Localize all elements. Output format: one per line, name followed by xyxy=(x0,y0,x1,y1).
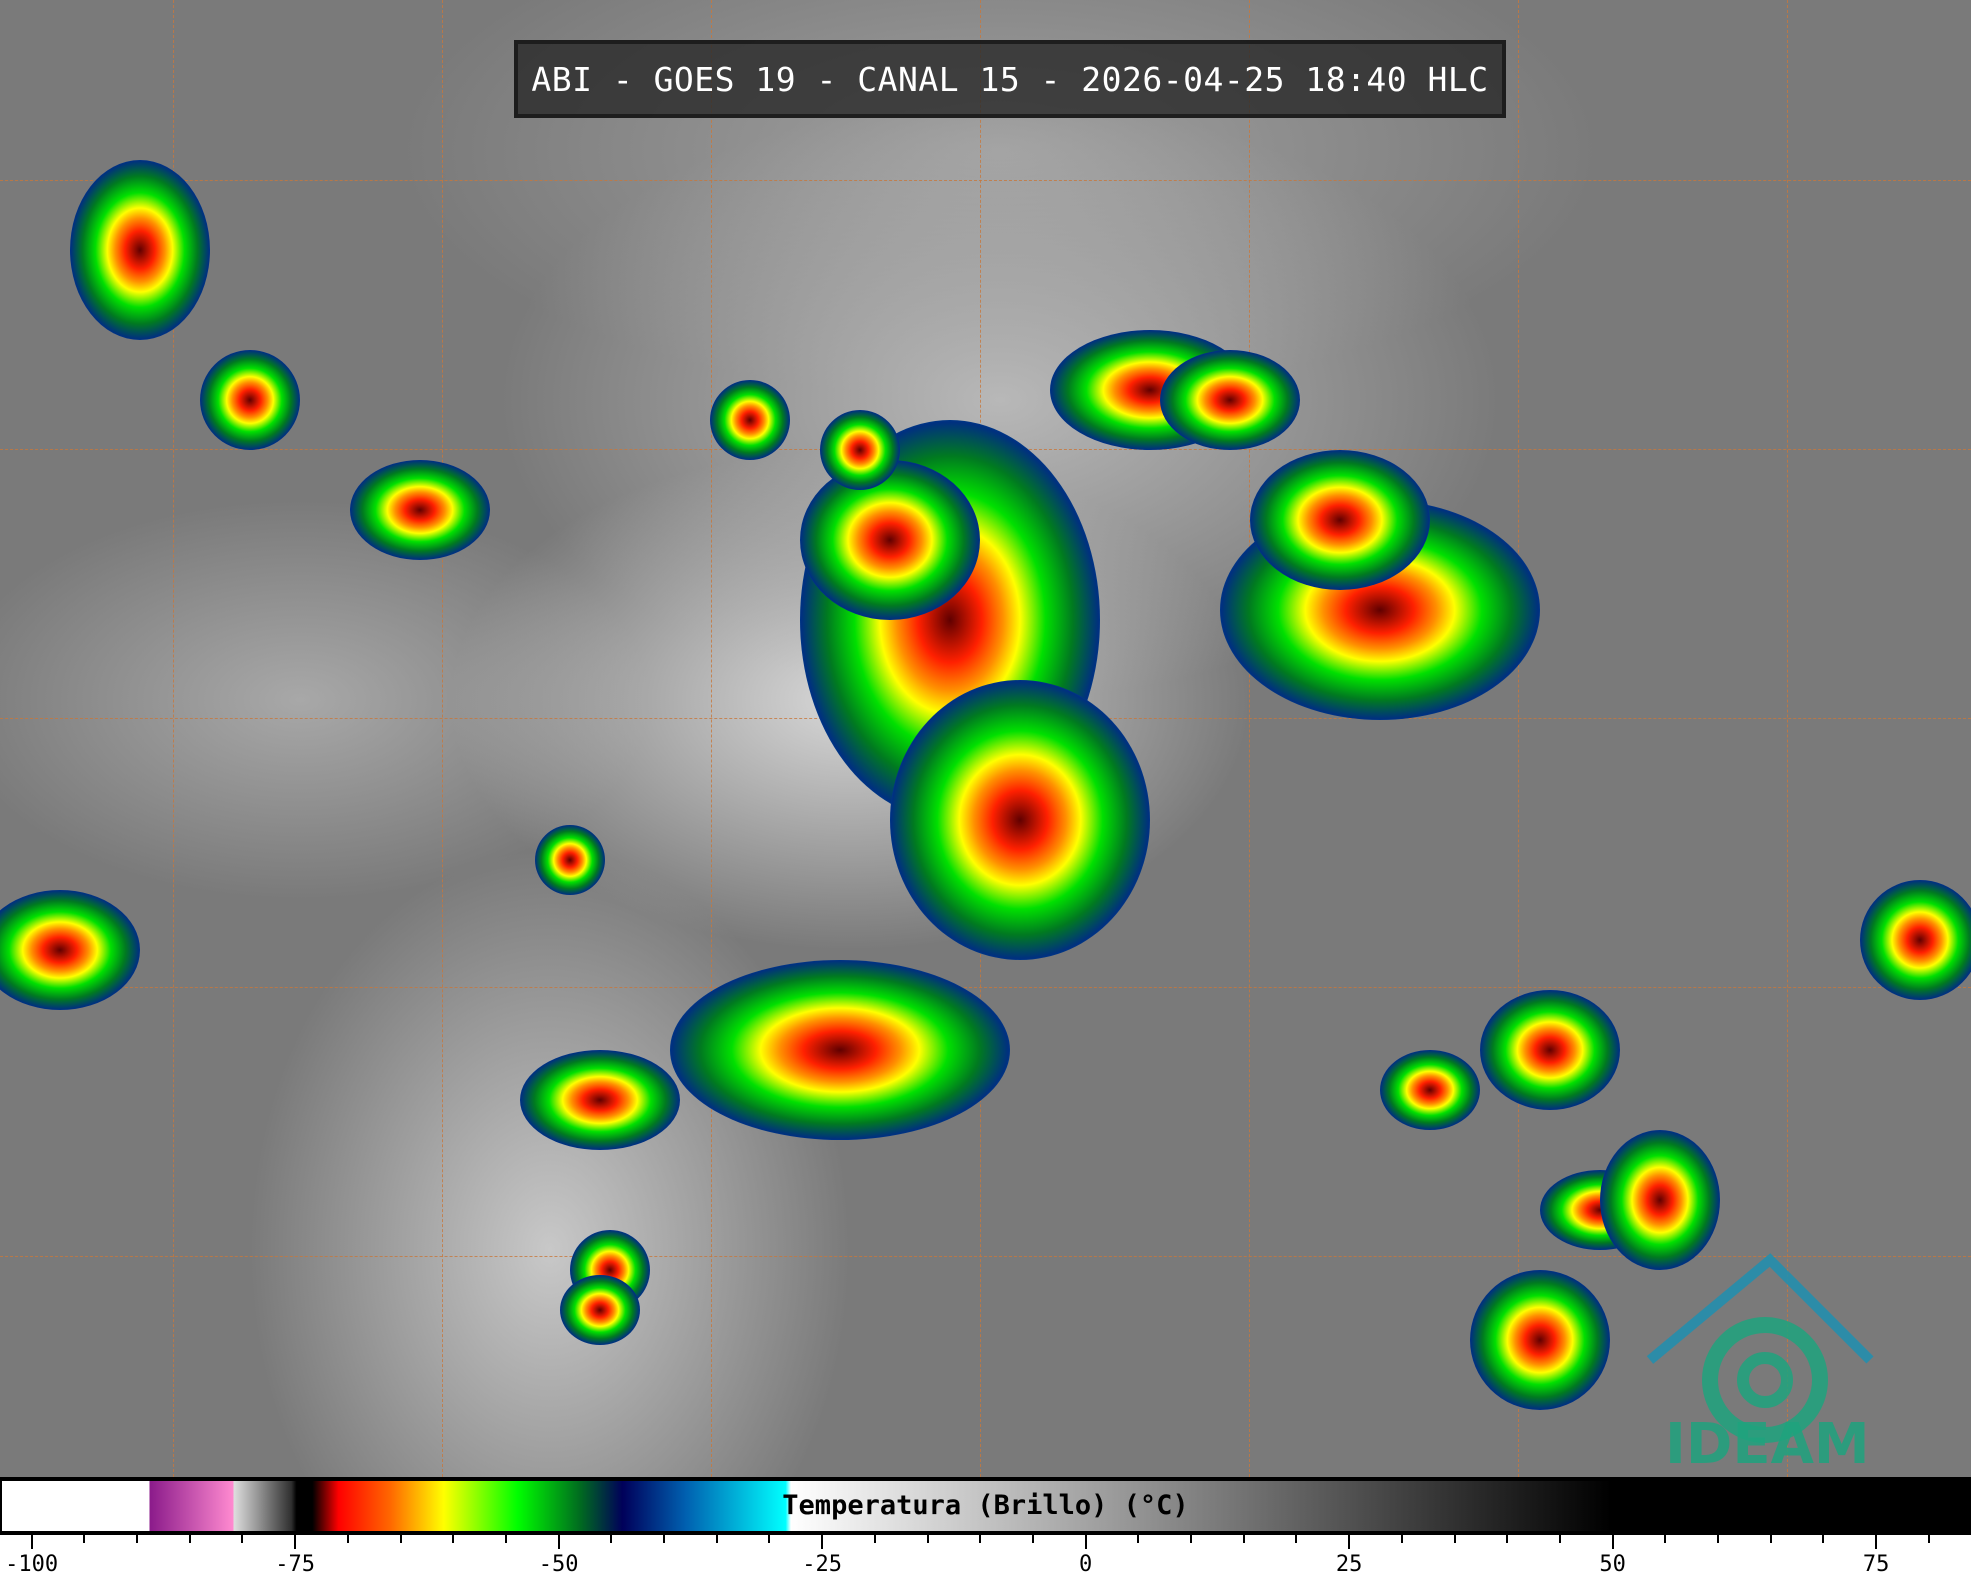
convective-cloud xyxy=(670,960,1010,1140)
satellite-infrared-map xyxy=(0,0,1971,1477)
convective-cloud xyxy=(520,1050,680,1150)
meridian-gridline xyxy=(173,0,174,1477)
major-tick xyxy=(1875,1535,1878,1549)
minor-tick xyxy=(979,1535,982,1543)
convective-cloud xyxy=(1250,450,1430,590)
convective-cloud xyxy=(1380,1050,1480,1130)
parallel-gridline xyxy=(0,180,1971,181)
minor-tick xyxy=(1769,1535,1772,1543)
tick-label: 0 xyxy=(1079,1552,1093,1577)
minor-tick xyxy=(504,1535,507,1543)
convective-cloud xyxy=(1860,880,1971,1000)
minor-tick xyxy=(452,1535,455,1543)
minor-tick xyxy=(610,1535,613,1543)
logo-text: IDEAM xyxy=(1665,1412,1870,1477)
minor-tick xyxy=(768,1535,771,1543)
minor-tick xyxy=(873,1535,876,1543)
colorbar xyxy=(2,1481,1969,1531)
minor-tick xyxy=(926,1535,929,1543)
ideam-logo-icon xyxy=(1646,1253,1874,1443)
tick-label: -50 xyxy=(538,1552,579,1577)
meridian-gridline xyxy=(711,0,712,1477)
colorbar-label: Temperatura (Brillo) (°C) xyxy=(782,1490,1189,1521)
minor-tick xyxy=(83,1535,86,1543)
minor-tick xyxy=(1031,1535,1034,1543)
minor-tick xyxy=(346,1535,349,1543)
minor-tick xyxy=(1717,1535,1720,1543)
parallel-gridline xyxy=(0,987,1971,988)
tick-label: -100 xyxy=(5,1552,59,1577)
image-title: ABI - GOES 19 - CANAL 15 - 2026-04-25 18… xyxy=(514,40,1506,118)
major-tick xyxy=(1084,1535,1087,1549)
major-tick xyxy=(1611,1535,1614,1549)
meridian-gridline xyxy=(1787,0,1788,1477)
convective-cloud xyxy=(350,460,490,560)
convective-cloud xyxy=(1480,990,1620,1110)
minor-tick xyxy=(1453,1535,1456,1543)
minor-tick xyxy=(1295,1535,1298,1543)
convective-cloud xyxy=(70,160,210,340)
minor-tick xyxy=(715,1535,718,1543)
meridian-gridline xyxy=(442,0,443,1477)
tick-label: -25 xyxy=(802,1552,842,1577)
minor-tick xyxy=(1506,1535,1509,1543)
convective-cloud xyxy=(560,1275,640,1345)
minor-tick xyxy=(1137,1535,1140,1543)
convective-cloud xyxy=(710,380,790,460)
colorbar-axis: -100 -75 -50 -25 0 25 50 75 xyxy=(0,1535,1971,1577)
minor-tick xyxy=(1664,1535,1667,1543)
convective-cloud xyxy=(820,410,900,490)
convective-cloud xyxy=(800,460,980,620)
parallel-gridline xyxy=(0,1256,1971,1257)
major-tick xyxy=(821,1535,824,1549)
tick-label: -75 xyxy=(275,1552,315,1577)
tick-label: 75 xyxy=(1862,1552,1890,1577)
minor-tick xyxy=(1822,1535,1825,1543)
minor-tick xyxy=(1400,1535,1403,1543)
convective-cloud xyxy=(1470,1270,1610,1410)
convective-cloud xyxy=(0,890,140,1010)
minor-tick xyxy=(1558,1535,1561,1543)
convective-cloud xyxy=(1600,1130,1720,1270)
minor-tick xyxy=(663,1535,666,1543)
major-tick xyxy=(1348,1535,1351,1549)
major-tick xyxy=(557,1535,560,1549)
minor-tick xyxy=(1190,1535,1193,1543)
tick-label: 25 xyxy=(1335,1552,1363,1577)
minor-tick xyxy=(241,1535,244,1543)
convective-cloud xyxy=(535,825,605,895)
minor-tick xyxy=(399,1535,402,1543)
minor-tick xyxy=(188,1535,191,1543)
major-tick xyxy=(294,1535,297,1549)
minor-tick xyxy=(136,1535,139,1543)
minor-tick xyxy=(1927,1535,1930,1543)
convective-cloud xyxy=(200,350,300,450)
tick-label: 50 xyxy=(1599,1552,1626,1577)
meridian-gridline xyxy=(1249,0,1250,1477)
convective-cloud xyxy=(1160,350,1300,450)
meridian-gridline xyxy=(1518,0,1519,1477)
minor-tick xyxy=(1242,1535,1245,1543)
major-tick xyxy=(30,1535,33,1549)
convective-cloud xyxy=(890,680,1150,960)
